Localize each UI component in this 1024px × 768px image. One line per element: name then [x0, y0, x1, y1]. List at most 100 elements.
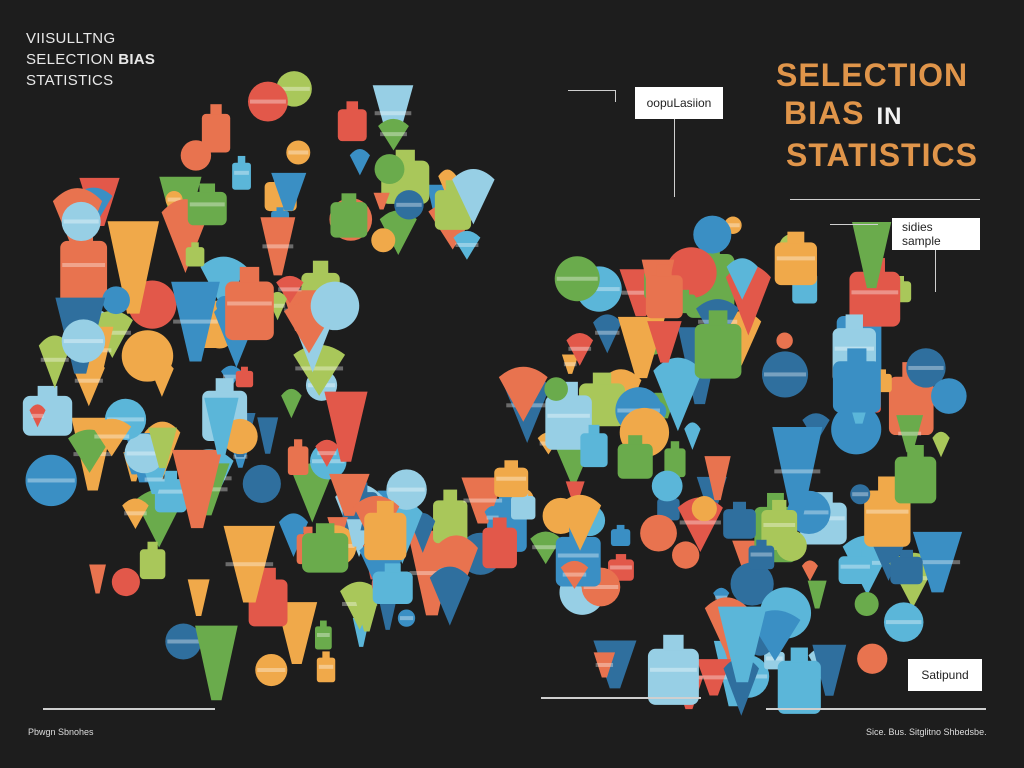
stripe-shape	[583, 585, 619, 590]
stripe-shape	[288, 150, 309, 155]
bottle-shape	[482, 527, 517, 569]
stripe-shape	[595, 662, 614, 667]
drop-shape	[281, 388, 302, 419]
cone-shape	[257, 417, 279, 454]
stripe-shape	[852, 492, 869, 497]
drop-shape	[498, 366, 548, 422]
bottle-neck-shape	[656, 264, 672, 277]
bottle-shape	[664, 448, 686, 478]
drop-shape	[801, 560, 818, 582]
bottle-neck-shape	[588, 424, 600, 435]
stripe-shape	[750, 552, 773, 557]
bottle-neck-shape	[341, 193, 357, 204]
bottle-neck-shape	[847, 348, 867, 363]
subtitle-line2b: BIAS	[118, 51, 156, 68]
cone-shape	[896, 415, 924, 453]
bottle-neck-shape	[276, 207, 284, 212]
cone-shape	[772, 427, 823, 516]
circle-shape	[255, 653, 288, 687]
stripe-shape	[262, 244, 294, 249]
circle-shape	[906, 348, 946, 388]
stripe-shape	[496, 476, 527, 481]
circle-shape	[762, 351, 809, 398]
stripe-shape	[715, 595, 728, 600]
stripe-shape	[532, 545, 560, 550]
bottle-neck-shape	[199, 183, 216, 193]
bottle-neck-shape	[663, 634, 684, 651]
cone-shape	[355, 600, 379, 632]
bottle-neck-shape	[732, 501, 747, 510]
cone-shape	[107, 221, 160, 314]
stripe-shape	[396, 202, 422, 207]
cone-shape	[171, 281, 220, 362]
bottle-neck-shape	[878, 476, 897, 492]
stripe-shape	[74, 378, 103, 383]
stripe-shape	[679, 520, 721, 525]
bottle-neck-shape	[615, 554, 627, 560]
bottle-neck-shape	[294, 439, 303, 448]
cone-shape	[148, 427, 177, 469]
circle-shape	[640, 514, 677, 552]
drop-shape	[484, 506, 501, 529]
cone-shape	[852, 222, 892, 289]
cone-shape	[260, 217, 296, 276]
circle-shape	[857, 643, 888, 674]
stripe-shape	[557, 553, 599, 558]
divider-line	[766, 708, 986, 710]
stripe-shape	[27, 478, 75, 483]
stripe-shape	[126, 451, 163, 456]
cone-shape	[647, 321, 682, 363]
circle-shape	[102, 286, 130, 315]
bottle-neck-shape	[384, 563, 401, 573]
stripe-shape	[726, 223, 740, 228]
circle-shape	[931, 378, 967, 414]
stripe-shape	[763, 522, 796, 527]
circle-shape	[691, 496, 717, 522]
bottle-neck-shape	[240, 366, 248, 372]
bottle-neck-shape	[320, 620, 327, 627]
drop-shape	[429, 566, 470, 626]
stripe-shape	[63, 219, 99, 224]
stripe-shape	[295, 366, 344, 371]
bottle-neck-shape	[346, 101, 359, 111]
bottle-shape	[647, 648, 699, 705]
drop-shape	[558, 494, 602, 551]
drop-shape	[38, 335, 71, 389]
drop-shape	[453, 230, 481, 260]
stripe-shape	[93, 330, 131, 335]
stripe-shape	[399, 616, 414, 621]
bottle-neck-shape	[443, 489, 458, 502]
drop-shape	[560, 560, 589, 589]
bottle-neck-shape	[772, 499, 787, 511]
circle-shape	[61, 319, 106, 363]
stripe-shape	[562, 572, 587, 577]
circle-shape	[850, 484, 871, 505]
drop-shape	[452, 169, 495, 225]
cone-shape	[812, 644, 847, 696]
stripe-shape	[225, 562, 274, 567]
title-line3: STATISTICS	[786, 137, 978, 173]
drop-shape	[593, 314, 622, 354]
cone-shape	[461, 477, 505, 524]
cone-shape	[204, 397, 239, 455]
stripe-shape	[851, 290, 899, 295]
drop-shape	[684, 422, 701, 450]
cone-shape	[373, 192, 390, 210]
bottle-neck-shape	[848, 549, 862, 557]
stripe-shape	[167, 639, 200, 644]
drop-shape	[150, 360, 174, 397]
stripe-shape	[388, 487, 425, 492]
cone-shape	[324, 391, 368, 462]
bottle-shape	[139, 549, 166, 580]
connector-line	[830, 224, 878, 225]
bottle-neck-shape	[756, 539, 767, 547]
connector-line	[568, 90, 616, 91]
stripe-shape	[621, 290, 660, 295]
drop-shape	[200, 256, 247, 311]
stripe-shape	[234, 170, 249, 175]
circle-shape	[397, 609, 416, 627]
stripe-shape	[914, 560, 961, 565]
title-line2: BIAS	[784, 95, 865, 131]
bottle-shape	[225, 281, 274, 341]
